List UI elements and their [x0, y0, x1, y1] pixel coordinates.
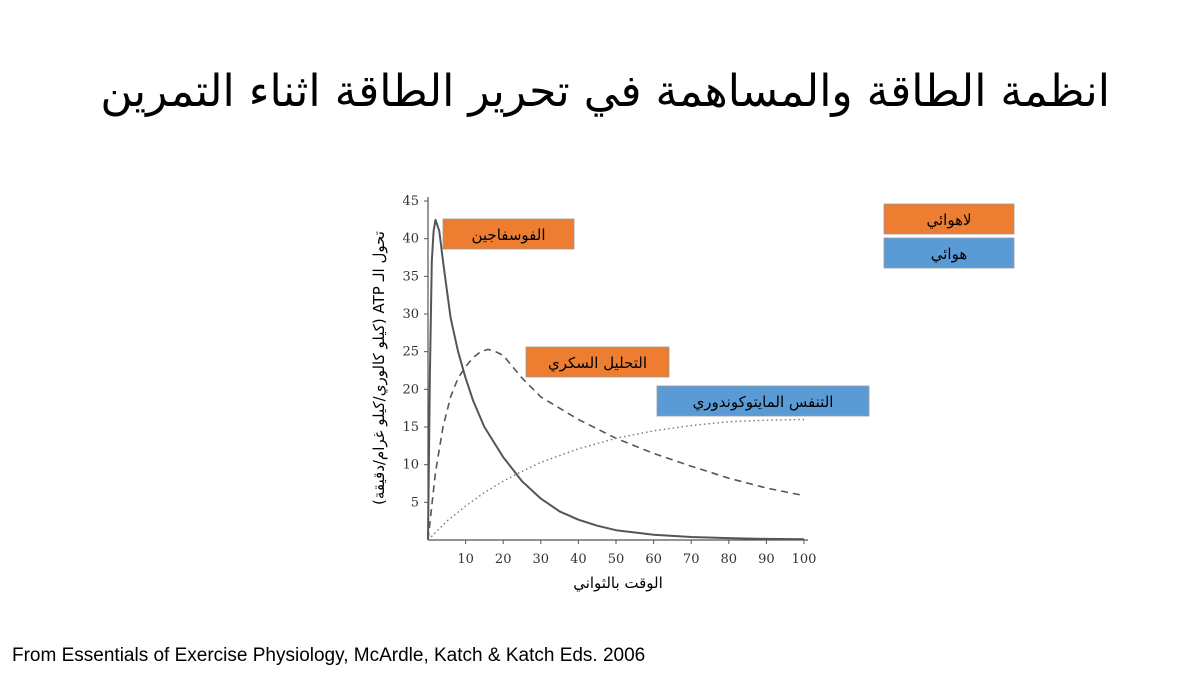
x-tick-label: 20 [495, 552, 512, 567]
slide-title: انظمة الطاقة والمساهمة في تحرير الطاقة ا… [100, 66, 1110, 117]
legend-swatch [883, 237, 1015, 269]
y-tick-label: 35 [402, 269, 419, 284]
x-tick-label: 70 [683, 552, 700, 567]
x-tick-label: 40 [570, 552, 587, 567]
y-tick-label: 20 [402, 382, 419, 397]
x-tick-label: 100 [792, 552, 817, 567]
series-label-text: التنفس المايتوكوندوري [693, 393, 834, 412]
chart-series-labels: الفوسفاجين التحليل السكري التنفس المايتوكو… [442, 218, 870, 417]
series-line-1 [427, 218, 805, 541]
x-tick-label: 60 [645, 552, 662, 567]
y-tick-label: 15 [402, 420, 419, 435]
chart-legend: لاهوائي هوائي [883, 203, 1015, 269]
y-tick-label: 30 [402, 307, 419, 322]
chart-series-lines [427, 218, 805, 541]
legend-label: لاهوائي [926, 211, 971, 230]
series-label-box [656, 385, 870, 417]
series-label-box [525, 346, 670, 378]
series-label-text: التحليل السكري [548, 354, 647, 373]
x-tick-label: 80 [721, 552, 738, 567]
legend-label: هوائي [931, 245, 968, 264]
x-tick-label: 10 [457, 552, 474, 567]
y-tick-label: 5 [411, 495, 419, 510]
y-tick-label: 25 [402, 345, 419, 360]
legend-swatch [883, 203, 1015, 235]
y-tick-label: 40 [402, 232, 419, 247]
y-axis-label: تحول الـ ATP (كيلو كالوري/كيلو غرام/دقيق… [370, 231, 389, 505]
y-tick-label: 10 [402, 458, 419, 473]
x-tick-label: 50 [608, 552, 625, 567]
y-tick-label: 45 [402, 194, 419, 209]
series-label-box [442, 218, 575, 250]
source-citation: From Essentials of Exercise Physiology, … [12, 645, 646, 666]
x-tick-label: 90 [758, 552, 775, 567]
series-line-2 [427, 348, 805, 541]
series-line-3 [427, 418, 805, 541]
x-tick-label: 30 [533, 552, 550, 567]
chart-ticks: 10 20 30 40 50 60 70 80 90 100 5 10 15 20 25 30 35 40 45 [402, 194, 816, 567]
x-axis-label: الوقت بالثواني [573, 574, 663, 593]
series-label-text: الفوسفاجين [471, 226, 545, 244]
